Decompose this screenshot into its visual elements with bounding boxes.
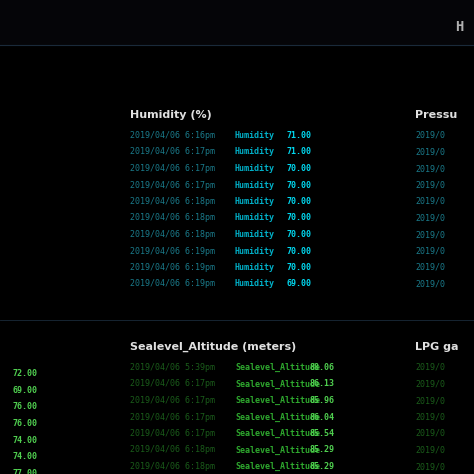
- Text: Humidity: Humidity: [235, 280, 275, 289]
- Text: 2019/0: 2019/0: [415, 246, 445, 255]
- Text: 2019/04/06 6:18pm: 2019/04/06 6:18pm: [130, 446, 215, 455]
- Text: Humidity: Humidity: [235, 230, 275, 239]
- Text: 2019/04/06 6:17pm: 2019/04/06 6:17pm: [130, 380, 215, 389]
- Text: 74.00: 74.00: [13, 452, 38, 461]
- Text: 70.00: 70.00: [287, 213, 312, 222]
- Text: 2019/04/06 6:17pm: 2019/04/06 6:17pm: [130, 396, 215, 405]
- Text: Sealevel_Altitude: Sealevel_Altitude: [235, 380, 320, 389]
- Text: 69.00: 69.00: [287, 280, 312, 289]
- Text: Humidity: Humidity: [235, 181, 275, 190]
- Text: 2019/0: 2019/0: [415, 412, 445, 421]
- Text: Humidity: Humidity: [235, 131, 275, 140]
- Text: 2019/0: 2019/0: [415, 131, 445, 140]
- Text: 88.06: 88.06: [310, 363, 335, 372]
- Text: 70.00: 70.00: [287, 246, 312, 255]
- Text: 2019/0: 2019/0: [415, 280, 445, 289]
- Text: Sealevel_Altitude: Sealevel_Altitude: [235, 462, 320, 471]
- Text: 2019/0: 2019/0: [415, 263, 445, 272]
- Text: 85.96: 85.96: [310, 396, 335, 405]
- Text: 2019/04/06 6:19pm: 2019/04/06 6:19pm: [130, 246, 215, 255]
- Text: 69.00: 69.00: [13, 386, 38, 395]
- Text: 86.04: 86.04: [310, 412, 335, 421]
- Text: 2019/0: 2019/0: [415, 197, 445, 206]
- Text: 2019/0: 2019/0: [415, 164, 445, 173]
- Text: 70.00: 70.00: [287, 197, 312, 206]
- Text: Humidity: Humidity: [235, 246, 275, 255]
- Text: 76.00: 76.00: [13, 419, 38, 428]
- Text: 2019/04/06 6:18pm: 2019/04/06 6:18pm: [130, 462, 215, 471]
- Text: 70.00: 70.00: [287, 164, 312, 173]
- Text: 2019/0: 2019/0: [415, 380, 445, 389]
- Text: 2019/04/06 6:19pm: 2019/04/06 6:19pm: [130, 280, 215, 289]
- Text: Sealevel_Altitude: Sealevel_Altitude: [235, 446, 320, 455]
- Text: 2019/0: 2019/0: [415, 446, 445, 455]
- Text: 2019/0: 2019/0: [415, 429, 445, 438]
- Text: 2019/04/06 6:18pm: 2019/04/06 6:18pm: [130, 213, 215, 222]
- Text: 2019/04/06 6:18pm: 2019/04/06 6:18pm: [130, 230, 215, 239]
- Text: 2019/04/06 6:17pm: 2019/04/06 6:17pm: [130, 147, 215, 156]
- Text: 2019/04/06 6:17pm: 2019/04/06 6:17pm: [130, 181, 215, 190]
- Text: 2019/04/06 6:17pm: 2019/04/06 6:17pm: [130, 429, 215, 438]
- Text: Humidity: Humidity: [235, 213, 275, 222]
- Text: 70.00: 70.00: [287, 230, 312, 239]
- Text: 2019/0: 2019/0: [415, 230, 445, 239]
- Text: 2019/0: 2019/0: [415, 147, 445, 156]
- Bar: [0, 0, 474, 45]
- Text: Sealevel_Altitude: Sealevel_Altitude: [235, 429, 320, 438]
- Text: 85.29: 85.29: [310, 446, 335, 455]
- Text: Sealevel_Altitude: Sealevel_Altitude: [235, 412, 320, 421]
- Text: 74.00: 74.00: [13, 436, 38, 445]
- Text: Sealevel_Altitude (meters): Sealevel_Altitude (meters): [130, 342, 296, 352]
- Text: Humidity: Humidity: [235, 263, 275, 272]
- Text: 85.29: 85.29: [310, 462, 335, 471]
- Text: Sealevel_Altitude: Sealevel_Altitude: [235, 363, 320, 372]
- Text: Humidity: Humidity: [235, 147, 275, 156]
- Text: 71.00: 71.00: [287, 147, 312, 156]
- Text: Pressu: Pressu: [415, 110, 457, 120]
- Text: 2019/04/06 5:39pm: 2019/04/06 5:39pm: [130, 363, 215, 372]
- Text: 76.00: 76.00: [13, 402, 38, 411]
- Text: 2019/0: 2019/0: [415, 462, 445, 471]
- Text: 2019/04/06 6:17pm: 2019/04/06 6:17pm: [130, 164, 215, 173]
- Text: Humidity: Humidity: [235, 164, 275, 173]
- Text: 2019/0: 2019/0: [415, 396, 445, 405]
- Text: 70.00: 70.00: [287, 263, 312, 272]
- Text: H: H: [455, 20, 464, 34]
- Text: 70.00: 70.00: [287, 181, 312, 190]
- Text: LPG ga: LPG ga: [415, 342, 458, 352]
- Text: 2019/04/06 6:16pm: 2019/04/06 6:16pm: [130, 131, 215, 140]
- Text: 2019/04/06 6:17pm: 2019/04/06 6:17pm: [130, 412, 215, 421]
- Text: 2019/04/06 6:18pm: 2019/04/06 6:18pm: [130, 197, 215, 206]
- Text: 72.00: 72.00: [13, 369, 38, 378]
- Text: Sealevel_Altitude: Sealevel_Altitude: [235, 396, 320, 405]
- Text: Humidity: Humidity: [235, 197, 275, 206]
- Text: 86.13: 86.13: [310, 380, 335, 389]
- Text: 2019/0: 2019/0: [415, 213, 445, 222]
- Text: 2019/04/06 6:19pm: 2019/04/06 6:19pm: [130, 263, 215, 272]
- Text: Humidity (%): Humidity (%): [130, 110, 212, 120]
- Text: 71.00: 71.00: [287, 131, 312, 140]
- Text: 2019/0: 2019/0: [415, 363, 445, 372]
- Text: 2019/0: 2019/0: [415, 181, 445, 190]
- Text: 77.00: 77.00: [13, 469, 38, 474]
- Text: 85.54: 85.54: [310, 429, 335, 438]
